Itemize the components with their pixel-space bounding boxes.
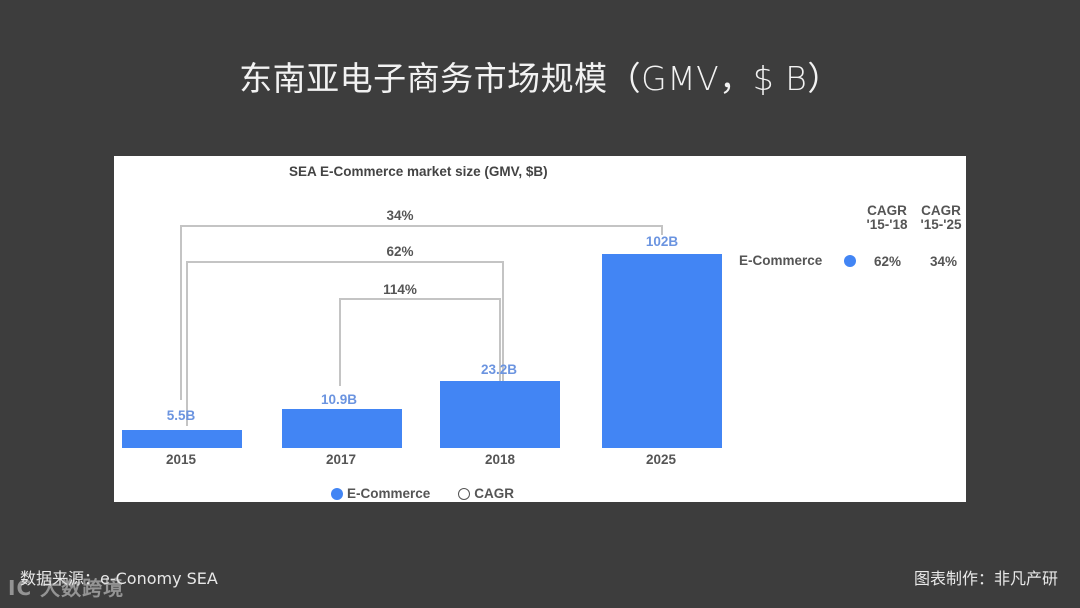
bar-2018 xyxy=(440,381,560,448)
cagr-header-15-25-line1: CAGR xyxy=(921,203,961,218)
bar-value-2018: 23.2B xyxy=(480,362,518,377)
chart-legend: E-Commerce CAGR xyxy=(331,486,514,501)
cagr-header-15-18-line2: '15-'18 xyxy=(866,217,908,232)
bar-2017 xyxy=(282,409,402,448)
cagr-label-34: 34% xyxy=(386,208,414,223)
watermark: IC 大数跨境 xyxy=(8,576,125,600)
e-commerce-dot-icon xyxy=(844,255,856,267)
legend-hollow-circle-icon xyxy=(458,487,471,500)
bar-value-2017: 10.9B xyxy=(320,392,358,407)
cagr-bracket-2017-2018-rightleg xyxy=(499,298,501,428)
slide-title: 东南亚电子商务市场规模（GMV，$ B） xyxy=(239,59,841,98)
side-row-cagr-15-25: 34% xyxy=(930,254,958,269)
source-note: 数据来源：e-Conomy SEA xyxy=(20,569,218,588)
cagr-bracket-2015-2025 xyxy=(180,225,663,235)
cagr-label-62: 62% xyxy=(386,244,414,259)
category-2017: 2017 xyxy=(325,452,357,467)
side-row-label: E-Commerce xyxy=(739,253,823,268)
cagr-bracket-2015-2025-leftleg xyxy=(180,225,182,400)
chart-panel: SEA E-Commerce market size (GMV, $B) 34%… xyxy=(114,156,966,502)
bar-value-2025: 102B xyxy=(645,234,679,249)
category-2015: 2015 xyxy=(165,452,197,467)
credit-note: 图表制作：非凡产研 xyxy=(913,569,1058,588)
cagr-header-15-18-line1: CAGR xyxy=(867,203,907,218)
chart-title: SEA E-Commerce market size (GMV, $B) xyxy=(289,164,548,179)
category-2018: 2018 xyxy=(484,452,516,467)
legend-label-cagr: CAGR xyxy=(474,486,515,501)
cagr-bracket-2015-2018 xyxy=(186,261,504,426)
cagr-label-114: 114% xyxy=(383,282,417,297)
cagr-bracket-2017-2018 xyxy=(339,298,501,386)
bar-value-2015: 5.5B xyxy=(166,408,196,423)
legend-label-e-commerce: E-Commerce xyxy=(347,486,431,501)
category-2025: 2025 xyxy=(645,452,677,467)
bar-2015 xyxy=(122,430,242,448)
cagr-header-15-25-line2: '15-'25 xyxy=(920,217,962,232)
cagr-header-15-18: CAGR '15-'18 xyxy=(862,204,912,232)
legend-filled-circle-icon xyxy=(331,487,343,500)
bar-2025 xyxy=(602,254,722,448)
side-row-cagr-15-18: 62% xyxy=(874,254,902,269)
cagr-header-15-25: CAGR '15-'25 xyxy=(916,204,966,232)
